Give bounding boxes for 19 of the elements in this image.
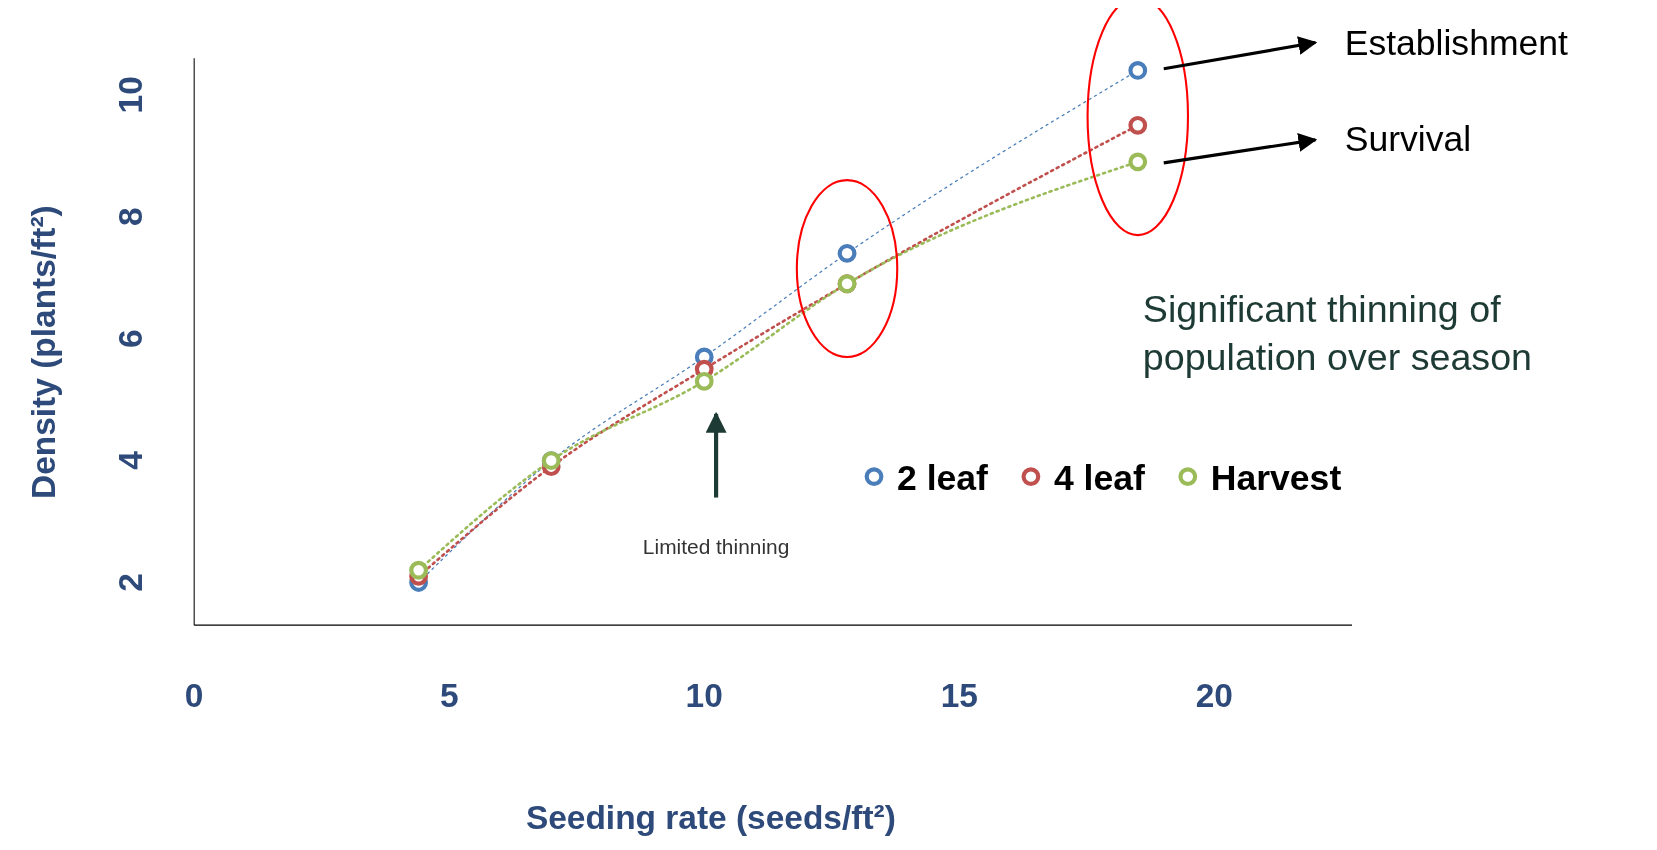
legend-label: Harvest <box>1210 458 1342 499</box>
x-tick-label: 20 <box>1195 676 1233 714</box>
annotation: Significant thinning of population over season <box>1142 287 1533 378</box>
annotation: Establishment <box>1344 23 1569 64</box>
x-tick-label: 15 <box>940 676 978 714</box>
annotation: Survival <box>1344 119 1472 160</box>
y-tick-label: 4 <box>111 450 149 470</box>
y-tick-label: 8 <box>111 207 149 227</box>
legend-label: 2 leaf <box>897 458 989 499</box>
y-tick-label: 2 <box>111 573 149 592</box>
x-axis-title: Seeding rate (seeds/ft²) <box>525 799 896 837</box>
y-axis-title: Density (plants/ft²) <box>25 205 63 499</box>
y-tick-label: 6 <box>111 329 149 348</box>
legend-label: 4 leaf <box>1053 458 1145 499</box>
y-tick-label: 10 <box>111 76 149 114</box>
x-tick-label: 0 <box>184 676 204 714</box>
x-tick-label: 5 <box>439 676 459 714</box>
x-tick-label: 10 <box>685 676 723 714</box>
annotation: Limited thinning <box>642 535 790 559</box>
